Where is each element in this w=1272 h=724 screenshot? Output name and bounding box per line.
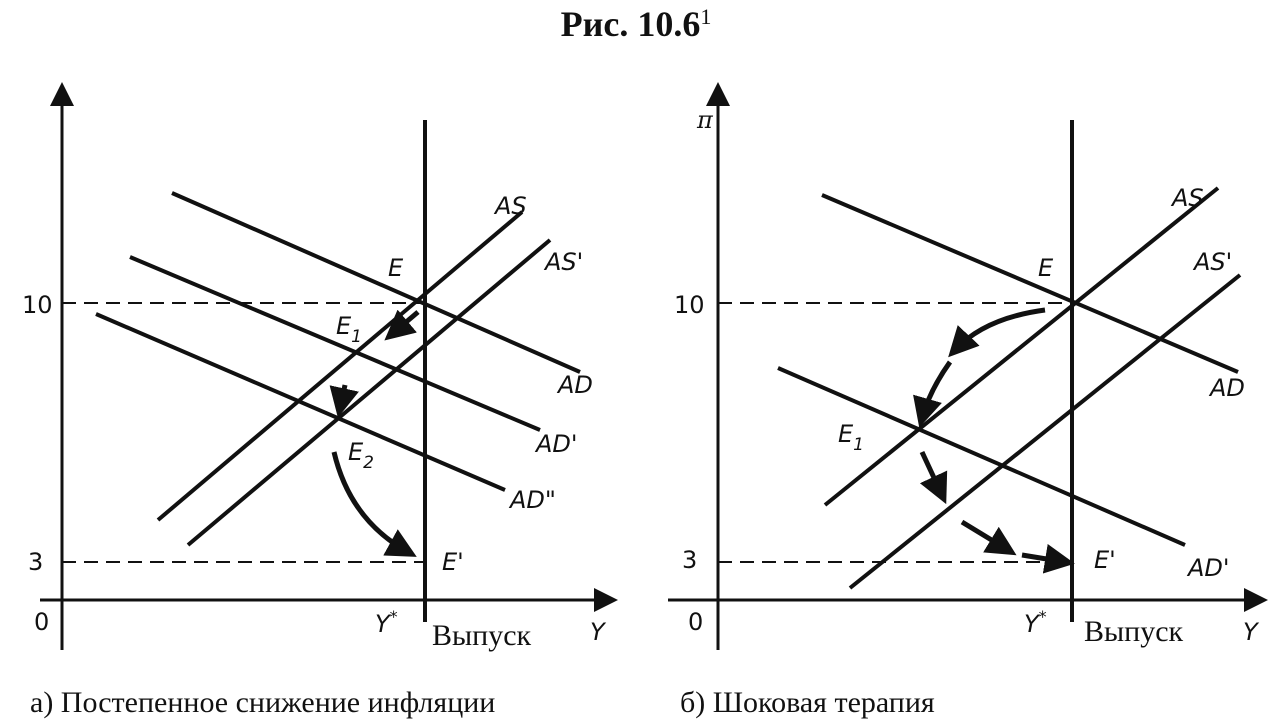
tick-label: 10	[22, 291, 53, 319]
y-star-base: Y	[375, 610, 392, 638]
curve-label: AD'	[1186, 554, 1230, 582]
point-sub: 1	[853, 435, 864, 455]
curve-label: AD"	[508, 486, 556, 514]
curve-label: AD	[556, 371, 593, 399]
curve-label: AS	[1170, 184, 1204, 212]
caption: а) Постепенное снижение инфляции	[30, 686, 495, 719]
output-label: Выпуск	[432, 619, 532, 652]
tick-label: 3	[682, 546, 697, 574]
as-curve	[156, 210, 524, 522]
arrow	[948, 307, 1046, 358]
y-star-sup: *	[390, 607, 398, 626]
arrow	[331, 451, 417, 557]
x-axis-label: Y	[1243, 618, 1260, 646]
tick-label: 10	[674, 291, 705, 319]
output-label: Выпуск	[1084, 615, 1184, 648]
arrow	[329, 384, 359, 418]
y-star: Y*	[1024, 607, 1047, 638]
arrow	[960, 519, 1017, 556]
point-sub: 1	[351, 327, 362, 347]
panel-left: 10 3 0 AS AS' AD AD' AD" E E1 E2 E' Y* В…	[22, 82, 618, 719]
panel-right: π 10 3 0 AS AS' AD AD' E E1 E' Y* Выпуск…	[668, 82, 1268, 719]
title-sup: 1	[700, 4, 711, 29]
point-base: E	[336, 312, 352, 340]
x-axis-label: Y	[590, 618, 607, 646]
point-label: E1	[838, 420, 864, 455]
arrow	[384, 309, 420, 341]
ad-curve	[95, 312, 506, 492]
curve-label: AS	[493, 192, 527, 220]
ad-curve	[777, 366, 1186, 547]
arrow	[919, 450, 948, 505]
as-curve	[823, 186, 1220, 507]
point-base: E'	[1094, 546, 1116, 574]
arrow	[913, 360, 953, 428]
curve-label: AD'	[534, 430, 578, 458]
ad-curve	[821, 193, 1239, 374]
point-base: E'	[442, 548, 464, 576]
point-label: E	[388, 254, 404, 282]
tick-label: 0	[34, 608, 49, 636]
title-text: Рис. 10.6	[561, 4, 701, 44]
point-label: E'	[1094, 546, 1116, 574]
curve-label: AD	[1208, 374, 1245, 402]
point-label: E'	[442, 548, 464, 576]
arrow	[1021, 543, 1075, 574]
curve-label: AS'	[1192, 248, 1232, 276]
caption: б) Шоковая терапия	[680, 686, 935, 719]
point-base: E	[388, 254, 404, 282]
y-star: Y*	[375, 607, 398, 638]
as-curve	[848, 273, 1242, 590]
ad-curve	[129, 255, 541, 432]
point-label: E2	[348, 438, 374, 473]
point-base: E	[838, 420, 854, 448]
figure-title: Рис. 10.61	[561, 4, 712, 44]
as-curve	[186, 238, 552, 547]
y-star-sup: *	[1039, 607, 1047, 626]
y-axis-label: π	[696, 106, 714, 134]
curve-label: AS'	[543, 248, 583, 276]
point-label: E1	[336, 312, 362, 347]
tick-label: 3	[28, 548, 43, 576]
point-base: E	[348, 438, 364, 466]
point-base: E	[1038, 254, 1054, 282]
point-sub: 2	[363, 453, 374, 473]
tick-label: 0	[688, 608, 703, 636]
ad-curve	[171, 191, 581, 374]
point-label: E	[1038, 254, 1054, 282]
y-star-base: Y	[1024, 610, 1041, 638]
